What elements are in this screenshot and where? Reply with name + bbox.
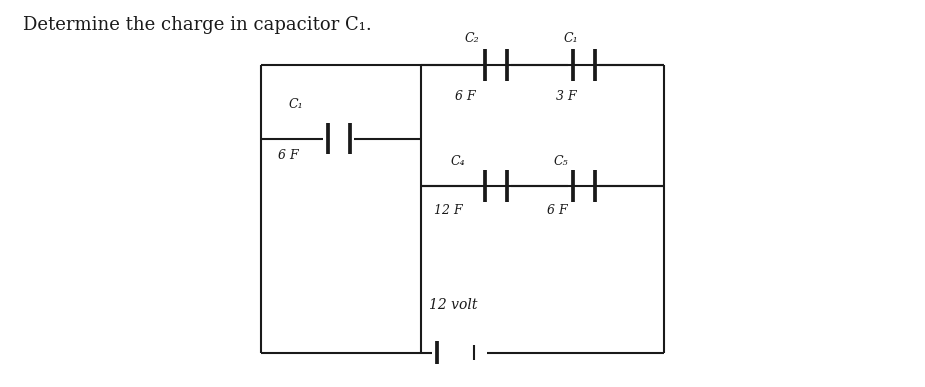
Text: 6 F: 6 F <box>547 204 567 217</box>
Text: 12 volt: 12 volt <box>429 298 477 312</box>
Text: C₁: C₁ <box>563 32 578 45</box>
Text: 6 F: 6 F <box>455 91 475 103</box>
Text: C₂: C₂ <box>464 32 479 45</box>
Text: C₅: C₅ <box>553 155 568 168</box>
Text: C₄: C₄ <box>450 155 465 168</box>
Text: 3 F: 3 F <box>556 91 576 103</box>
Text: 12 F: 12 F <box>435 204 463 217</box>
Text: C₁: C₁ <box>289 98 303 111</box>
Text: Determine the charge in capacitor C₁.: Determine the charge in capacitor C₁. <box>22 15 371 34</box>
Text: 6 F: 6 F <box>278 149 299 162</box>
